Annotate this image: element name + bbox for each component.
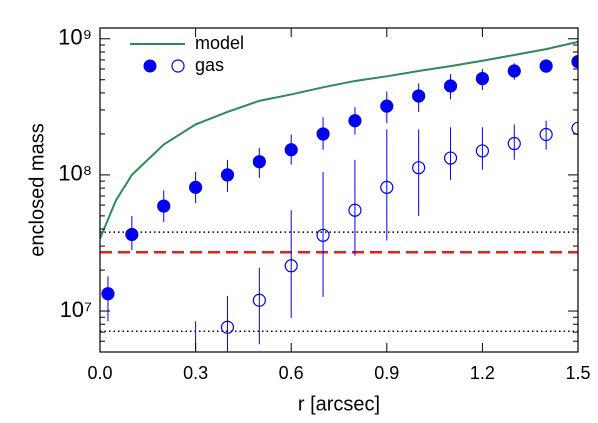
y-tick-label: 10⁹ <box>58 25 92 50</box>
filled-point <box>571 54 578 69</box>
filled-point <box>125 227 139 242</box>
plot-area <box>100 40 578 352</box>
filled-point <box>475 71 489 86</box>
x-tick-label: 0.6 <box>279 363 304 383</box>
filled-point <box>348 114 362 128</box>
open-point <box>539 127 553 142</box>
filled-point <box>507 64 521 78</box>
open-point <box>348 203 362 217</box>
model-line <box>100 40 578 240</box>
legend-swatch <box>171 59 185 73</box>
open-point <box>507 136 521 151</box>
open-point <box>475 144 489 158</box>
x-tick-label: 0.3 <box>183 363 208 383</box>
open-point <box>412 161 426 175</box>
open-point <box>316 228 330 242</box>
filled-point <box>443 79 458 93</box>
x-tick-label: 1.5 <box>565 363 590 383</box>
open-point <box>284 259 298 273</box>
open-point <box>380 180 394 194</box>
filled-point <box>539 59 553 73</box>
legend-label: model <box>195 33 244 53</box>
y-axis-label: enclosed mass <box>26 123 48 256</box>
open-point <box>220 320 235 334</box>
filled-point <box>284 143 298 157</box>
open-point <box>252 293 266 307</box>
x-tick-label: 1.2 <box>470 363 495 383</box>
filled-point <box>252 155 266 169</box>
y-tick-label: 10⁷ <box>60 297 92 322</box>
x-tick-label: 0.9 <box>374 363 399 383</box>
filled-point <box>157 199 171 213</box>
legend-label: gas <box>195 55 224 75</box>
filled-point <box>316 127 330 141</box>
open-point <box>443 151 458 165</box>
filled-point <box>380 99 394 113</box>
y-tick-label: 10⁸ <box>58 161 92 186</box>
filled-point <box>220 168 235 182</box>
plot-frame <box>99 27 579 353</box>
x-tick-label: 0.0 <box>87 363 112 383</box>
legend-swatch <box>143 59 157 73</box>
filled-point <box>412 89 426 103</box>
x-axis-label: r [arcsec] <box>298 393 380 415</box>
filled-point <box>189 180 203 194</box>
open-point <box>571 121 578 135</box>
filled-point <box>101 287 115 301</box>
